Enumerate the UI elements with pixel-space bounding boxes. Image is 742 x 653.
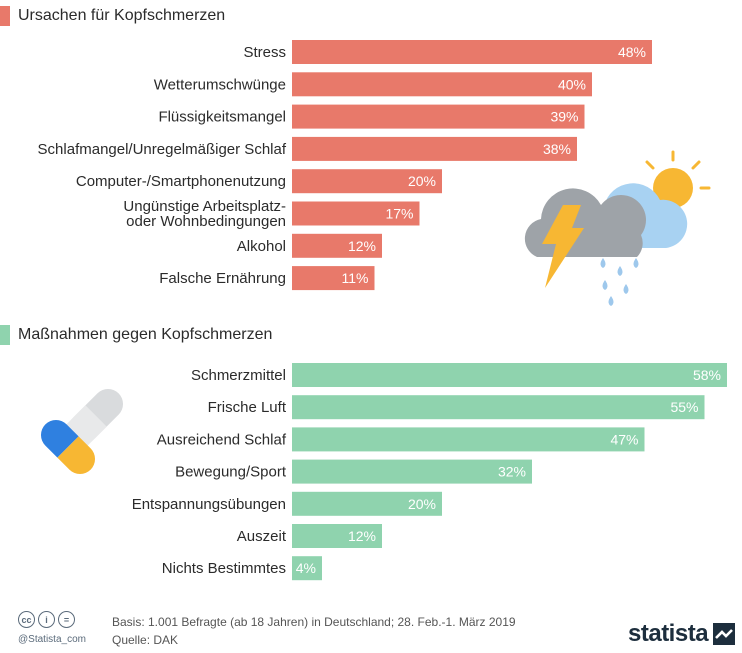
measures-category-label-1: Schmerzmittel xyxy=(191,367,286,384)
measures-category-label-3: Ausreichend Schlaf xyxy=(157,431,287,448)
weather-storm-icon xyxy=(524,150,711,306)
measures-bar-5 xyxy=(292,491,442,516)
measures-category-label-5: Entspannungsübungen xyxy=(132,496,286,513)
measures-bar-1 xyxy=(292,363,727,387)
causes-category-label-4: Schlafmangel/Unregelmäßiger Schlaf xyxy=(38,141,287,158)
causes-category-label-2: Wetterumschwünge xyxy=(154,76,286,93)
statista-logo[interactable]: statista xyxy=(628,620,736,648)
causes-value-label-8: 11% xyxy=(342,270,369,286)
section-marker-causes xyxy=(0,6,10,26)
causes-bar-3 xyxy=(292,104,585,129)
causes-bar-2 xyxy=(292,72,592,97)
causes-category-label-1: Stress xyxy=(243,44,286,61)
causes-bar-7 xyxy=(292,233,382,258)
causes-bar-6 xyxy=(292,201,420,226)
measures-category-label-6: Auszeit xyxy=(237,528,287,545)
causes-bar-4 xyxy=(292,136,577,161)
basis-text: Basis: 1.001 Befragte (ab 18 Jahren) in … xyxy=(112,615,516,629)
causes-value-label-1: 48% xyxy=(618,44,646,60)
statista-logo-icon xyxy=(713,623,736,645)
source-text: Quelle: DAK xyxy=(112,633,179,647)
statista-logo-text: statista xyxy=(628,620,709,647)
causes-category-label-3: Flüssigkeitsmangel xyxy=(158,109,286,126)
bars-measures: 58% Schmerzmittel 55% Frische Luft 47% Ausrei… xyxy=(132,363,727,581)
cc-license-icons: cc i = xyxy=(18,611,75,628)
causes-category-label-7: Alkohol xyxy=(237,238,286,255)
section-header-causes: Ursachen für Kopfschmerzen xyxy=(0,4,225,28)
measures-value-label-5: 20% xyxy=(408,496,436,512)
causes-value-label-2: 40% xyxy=(558,76,586,92)
measures-value-label-1: 58% xyxy=(693,367,721,383)
measures-value-label-3: 47% xyxy=(610,431,638,447)
measures-category-label-4: Bewegung/Sport xyxy=(175,464,287,481)
no-derivatives-icon[interactable]: = xyxy=(58,611,75,628)
measures-category-label-2: Frische Luft xyxy=(208,399,287,416)
pills-icon xyxy=(40,388,124,475)
measures-bar-7 xyxy=(292,556,322,581)
causes-bar-1 xyxy=(292,40,652,64)
measures-category-label-7: Nichts Bestimmtes xyxy=(162,560,286,577)
source-note: Basis: 1.001 Befragte (ab 18 Jahren) in … xyxy=(112,613,516,649)
causes-value-label-7: 12% xyxy=(348,238,376,254)
measures-bar-6 xyxy=(292,524,382,548)
causes-category-label-5: Computer-/Smartphonenutzung xyxy=(76,173,286,190)
section-header-measures: Maßnahmen gegen Kopfschmerzen xyxy=(0,323,272,347)
measures-value-label-4: 32% xyxy=(498,464,526,480)
causes-category-label-6: Ungünstige Arbeitsplatz-oder Wohnbedingu… xyxy=(123,198,286,230)
causes-bar-5 xyxy=(292,169,442,194)
measures-bar-3 xyxy=(292,427,645,452)
measures-value-label-7: 4% xyxy=(296,560,316,576)
causes-value-label-6: 17% xyxy=(385,206,413,222)
causes-value-label-4: 38% xyxy=(543,141,571,157)
attribution-icon[interactable]: i xyxy=(38,611,55,628)
measures-bar-4 xyxy=(292,459,532,484)
causes-value-label-3: 39% xyxy=(550,109,578,125)
statista-credit[interactable]: @Statista_com xyxy=(18,634,86,645)
measures-value-label-6: 12% xyxy=(348,528,376,544)
causes-category-label-8: Falsche Ernährung xyxy=(159,270,286,287)
measures-bar-2 xyxy=(292,395,705,420)
measures-value-label-2: 55% xyxy=(670,399,698,415)
causes-value-label-5: 20% xyxy=(408,173,436,189)
cc-icon[interactable]: cc xyxy=(18,611,35,628)
bars-causes: 48% Stress 40% Wetterumschwünge 39% Flüssigke… xyxy=(38,40,652,291)
section-title-measures: Maßnahmen gegen Kopfschmerzen xyxy=(18,326,273,343)
section-title-causes: Ursachen für Kopfschmerzen xyxy=(18,7,226,24)
footer: cc i = @Statista_com Basis: 1.001 Befrag… xyxy=(0,600,742,653)
section-marker-measures xyxy=(0,325,10,345)
causes-bar-8 xyxy=(292,266,375,291)
charts-canvas: 48% Stress 40% Wetterumschwünge 39% Flüssigke… xyxy=(38,40,727,581)
